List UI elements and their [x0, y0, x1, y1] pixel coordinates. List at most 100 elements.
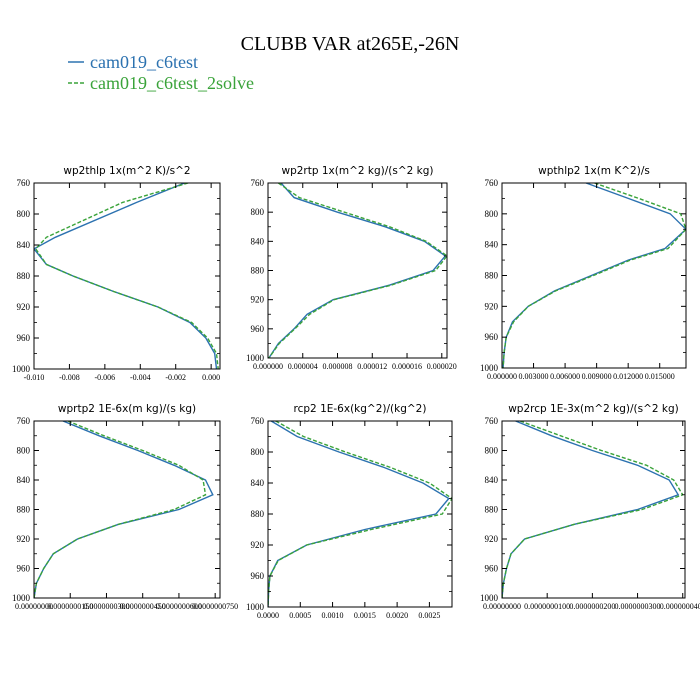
legend-label-2: cam019_c6test_2solve: [90, 73, 254, 93]
y-tick-label: 840: [17, 475, 31, 485]
x-tick-label: 0.012000: [613, 372, 643, 381]
y-tick-label: 800: [17, 209, 31, 219]
x-tick-label: -0.004: [130, 373, 151, 382]
x-tick-label: 0.003000: [519, 372, 549, 381]
y-tick-label: 920: [17, 534, 31, 544]
y-tick-label: 840: [485, 475, 499, 485]
panels: wp2thlp 1x(m^2 K)/s^2 760 800 840 880 920 960 1…: [12, 165, 700, 620]
series-line-2: [34, 183, 219, 369]
series-line-2: [502, 421, 684, 598]
x-tick-label: -0.010: [24, 373, 45, 382]
x-tick-label: -0.002: [165, 373, 186, 382]
y-tick-label: 760: [485, 416, 499, 426]
panel-3: wpthlp2 1x(m K^2)/s 760 800 840 880 920 960 100…: [480, 165, 687, 381]
y-tick-label: 920: [251, 540, 265, 550]
x-tick-label: 0.000004: [288, 362, 318, 371]
y-tick-label: 800: [485, 209, 499, 219]
y-tick-label: 960: [251, 324, 265, 334]
panel-2: wp2rtp 1x(m^2 kg)/(s^2 kg) 760 800 840 880 92…: [246, 165, 457, 371]
x-tick-label: 0.000000: [487, 372, 517, 381]
x-tick-label: 0.0025: [418, 611, 440, 620]
y-tick-label: 880: [485, 505, 499, 515]
x-tick-label: 0.0000: [257, 611, 279, 620]
panel-5: rcp2 1E-6x(kg^2)/(kg^2) 760 800 840 880 920 96…: [246, 403, 453, 620]
y-tick-label: 880: [485, 271, 499, 281]
panel-title: wp2thlp 1x(m^2 K)/s^2: [63, 165, 190, 177]
y-tick-label: 920: [251, 295, 265, 305]
plot-frame: [267, 182, 448, 359]
x-tick-label: 0.000008: [323, 362, 353, 371]
x-tick-label: 0.0000000300: [83, 602, 129, 611]
plot-frame: [33, 182, 221, 370]
x-tick-label: -0.006: [95, 373, 116, 382]
legend-label-1: cam019_c6test: [90, 52, 198, 72]
y-tick-label: 800: [17, 446, 31, 456]
x-tick-label: 0.015000: [645, 372, 675, 381]
y-tick-label: 960: [485, 332, 499, 342]
panel-6: wp2rcp 1E-3x(m^2 kg)/(s^2 kg) 760 800 840 88…: [480, 403, 700, 611]
y-tick-label: 760: [485, 178, 499, 188]
y-tick-label: 960: [485, 564, 499, 574]
x-tick-label: 0.0005: [289, 611, 311, 620]
y-tick-label: 1000: [246, 602, 265, 612]
y-tick-label: 840: [485, 240, 499, 250]
y-tick-label: 920: [485, 534, 499, 544]
plot-frame: [33, 420, 221, 599]
panel-1: wp2thlp 1x(m^2 K)/s^2 760 800 840 880 920 960 1…: [12, 165, 221, 382]
y-tick-label: 1000: [480, 363, 499, 373]
y-tick-label: 960: [17, 333, 31, 343]
series-line-1: [268, 183, 447, 358]
x-tick-label: 0.0020: [386, 611, 408, 620]
y-tick-label: 800: [251, 447, 265, 457]
series-line-1: [34, 183, 218, 369]
x-tick-label: 0.0015: [354, 611, 376, 620]
x-tick-label: 0.0000000300: [615, 602, 661, 611]
x-tick-label: 0.00000000: [483, 602, 521, 611]
panel-4: wprtp2 1E-6x(m kg)/(s kg) 760 800 840 880 920…: [12, 403, 238, 611]
panel-title: wp2rcp 1E-3x(m^2 kg)/(s^2 kg): [508, 403, 679, 415]
panel-title: rcp2 1E-6x(kg^2)/(kg^2): [294, 403, 427, 415]
y-tick-label: 880: [17, 505, 31, 515]
x-tick-label: 0.0000000450: [120, 602, 166, 611]
y-tick-label: 960: [251, 571, 265, 581]
series-line-2: [268, 183, 447, 358]
series-line-1: [502, 421, 680, 598]
x-tick-label: 0.0000000200: [569, 602, 615, 611]
panel-title: wp2rtp 1x(m^2 kg)/(s^2 kg): [281, 165, 433, 177]
legend: cam019_c6test cam019_c6test_2solve: [68, 52, 254, 93]
y-tick-label: 840: [17, 240, 31, 250]
x-tick-label: -0.008: [59, 373, 80, 382]
y-tick-label: 880: [251, 266, 265, 276]
x-tick-label: 0.000020: [427, 362, 457, 371]
x-tick-label: 0.0000000400: [660, 602, 700, 611]
y-tick-label: 920: [485, 301, 499, 311]
y-tick-label: 920: [17, 302, 31, 312]
series-line-2: [34, 421, 207, 598]
x-tick-label: 0.0000000750: [192, 602, 238, 611]
y-tick-label: 840: [251, 236, 265, 246]
series-line-2: [268, 421, 452, 607]
y-tick-label: 760: [17, 416, 31, 426]
y-tick-label: 840: [251, 478, 265, 488]
y-tick-label: 960: [17, 564, 31, 574]
panel-title: wprtp2 1E-6x(m kg)/(s kg): [58, 403, 196, 415]
x-tick-label: 0.009000: [582, 372, 612, 381]
y-tick-label: 760: [17, 178, 31, 188]
x-tick-label: 0.00000000: [15, 602, 53, 611]
y-tick-label: 1000: [246, 353, 265, 363]
series-line-1: [268, 421, 450, 607]
plot-frame: [267, 420, 453, 608]
x-tick-label: 0.000012: [357, 362, 387, 371]
y-tick-label: 800: [485, 446, 499, 456]
y-tick-label: 760: [251, 416, 265, 426]
y-tick-label: 880: [251, 509, 265, 519]
x-tick-label: 0.000: [202, 373, 220, 382]
y-tick-label: 760: [251, 178, 265, 188]
figure-title: CLUBB VAR at265E,-26N: [241, 33, 460, 55]
y-tick-label: 1000: [12, 593, 31, 603]
y-tick-label: 1000: [12, 364, 31, 374]
x-tick-label: 0.0000000600: [156, 602, 202, 611]
y-tick-label: 1000: [480, 593, 499, 603]
series-line-1: [34, 421, 214, 598]
